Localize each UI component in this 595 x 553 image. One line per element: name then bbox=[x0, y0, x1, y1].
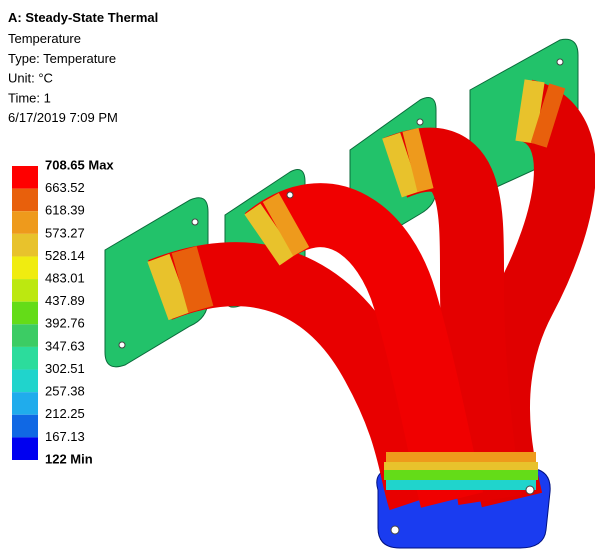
legend-swatch bbox=[12, 189, 38, 212]
legend-label: 618.39 bbox=[45, 203, 85, 218]
legend-swatch bbox=[12, 392, 38, 415]
legend: 708.65 Max 663.52 618.39 573.27 528.14 483.01… bbox=[12, 157, 114, 466]
manifold-model bbox=[105, 39, 578, 548]
pipe-band bbox=[520, 110, 540, 113]
pipe-band bbox=[384, 462, 538, 470]
legend-swatch bbox=[12, 370, 38, 393]
bolt-hole bbox=[526, 486, 534, 494]
legend-label: 437.89 bbox=[45, 293, 85, 308]
legend-label: 663.52 bbox=[45, 180, 85, 195]
legend-swatch bbox=[12, 166, 38, 189]
bolt-hole bbox=[192, 219, 198, 225]
legend-swatch bbox=[12, 211, 38, 234]
bolt-hole bbox=[417, 119, 423, 125]
legend-swatch bbox=[12, 437, 38, 460]
screenshot: A: Steady-State Thermal Temperature Type:… bbox=[0, 0, 595, 553]
pipe-band bbox=[158, 283, 180, 291]
legend-label: 347.63 bbox=[45, 338, 85, 353]
legend-label: 167.13 bbox=[45, 429, 85, 444]
pipe-band bbox=[278, 220, 294, 229]
legend-label: 122 Min bbox=[45, 451, 93, 466]
pipe-band bbox=[386, 480, 536, 490]
legend-label: 528.14 bbox=[45, 248, 85, 263]
legend-swatch bbox=[12, 415, 38, 438]
result-view: A: Steady-State Thermal Temperature Type:… bbox=[0, 0, 595, 553]
pipe-band bbox=[410, 158, 426, 162]
pipe-band bbox=[392, 162, 410, 168]
header-line: Temperature bbox=[8, 31, 81, 46]
bolt-hole bbox=[391, 526, 399, 534]
header: A: Steady-State Thermal Temperature Type:… bbox=[8, 10, 158, 125]
pipe-band bbox=[386, 452, 536, 462]
legend-swatch bbox=[12, 302, 38, 325]
legend-label: 212.25 bbox=[45, 406, 85, 421]
legend-swatch bbox=[12, 324, 38, 347]
legend-swatch bbox=[12, 279, 38, 302]
legend-swatch bbox=[12, 256, 38, 279]
bolt-hole bbox=[119, 342, 125, 348]
header-line: Type: Temperature bbox=[8, 51, 116, 66]
title: A: Steady-State Thermal bbox=[8, 10, 158, 25]
pipe-band bbox=[262, 229, 278, 240]
bolt-hole bbox=[557, 59, 563, 65]
legend-label: 302.51 bbox=[45, 361, 85, 376]
header-line: 6/17/2019 7:09 PM bbox=[8, 110, 118, 125]
legend-swatch bbox=[12, 347, 38, 370]
legend-label: 708.65 Max bbox=[45, 157, 114, 172]
header-line: Unit: °C bbox=[8, 71, 53, 86]
pipe-band bbox=[540, 113, 556, 118]
pipe-band bbox=[180, 276, 205, 283]
bolt-hole bbox=[287, 192, 293, 198]
legend-label: 483.01 bbox=[45, 271, 85, 286]
legend-label: 257.38 bbox=[45, 384, 85, 399]
legend-label: 392.76 bbox=[45, 316, 85, 331]
header-line: Time: 1 bbox=[8, 90, 51, 105]
pipe-band bbox=[384, 470, 538, 480]
legend-swatch bbox=[12, 234, 38, 257]
legend-label: 573.27 bbox=[45, 225, 85, 240]
